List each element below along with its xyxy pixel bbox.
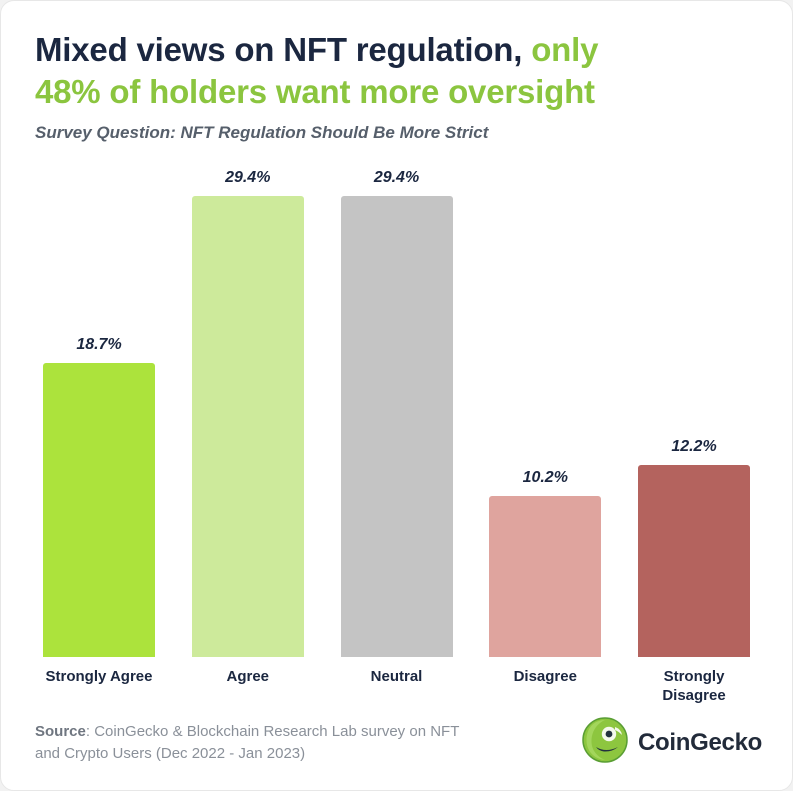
bar-value-label: 12.2% <box>671 438 717 455</box>
source-text: : CoinGecko & Blockchain Research Lab su… <box>35 722 460 762</box>
bar <box>489 496 602 657</box>
bar-category-label: Strongly Disagree <box>662 668 726 704</box>
bar-column: 10.2% Disagree <box>489 169 602 709</box>
bar <box>43 363 155 657</box>
coingecko-wordmark: CoinGecko <box>638 728 762 756</box>
coingecko-brand: CoinGecko <box>582 717 762 768</box>
bar-value-label: 10.2% <box>522 469 568 486</box>
bar <box>340 196 453 658</box>
title-green-part-line2: 48% of holders want more oversight <box>35 73 595 111</box>
bar-chart: 18.7% Strongly Agree 29.4% Agree 29.4% Neutra… <box>43 169 750 709</box>
bar-category-label: Agree <box>226 668 270 686</box>
bar <box>191 196 304 658</box>
header: Mixed views on NFT regulation, only 48% … <box>1 1 792 143</box>
bar-column: 29.4% Agree <box>191 169 304 709</box>
bar-value-label: 29.4% <box>225 169 271 186</box>
source-label: Source <box>35 722 86 740</box>
bar-category-label: Neutral <box>370 668 423 686</box>
title-dark-part: Mixed views on NFT regulation, <box>35 31 523 68</box>
bar-category-label: Disagree <box>513 668 577 685</box>
bar-column: 29.4% Neutral <box>340 169 453 709</box>
bar-value-label: 29.4% <box>373 169 420 186</box>
footer: Source: CoinGecko & Blockchain Research … <box>35 717 762 768</box>
bar-column: 18.7% Strongly Agree <box>43 169 155 709</box>
bar-column: 12.2% Strongly Disagree <box>638 169 750 709</box>
source-note: Source: CoinGecko & Blockchain Research … <box>35 721 485 765</box>
page-title: Mixed views on NFT regulation, only 48% … <box>35 29 758 113</box>
title-green-part-line1: only <box>531 31 599 68</box>
bar <box>638 465 750 657</box>
bar-value-label: 18.7% <box>76 336 122 353</box>
coingecko-logo-icon <box>582 717 628 768</box>
bar-category-label: Strongly Agree <box>45 668 153 685</box>
survey-question-subtitle: Survey Question: NFT Regulation Should B… <box>35 123 489 143</box>
